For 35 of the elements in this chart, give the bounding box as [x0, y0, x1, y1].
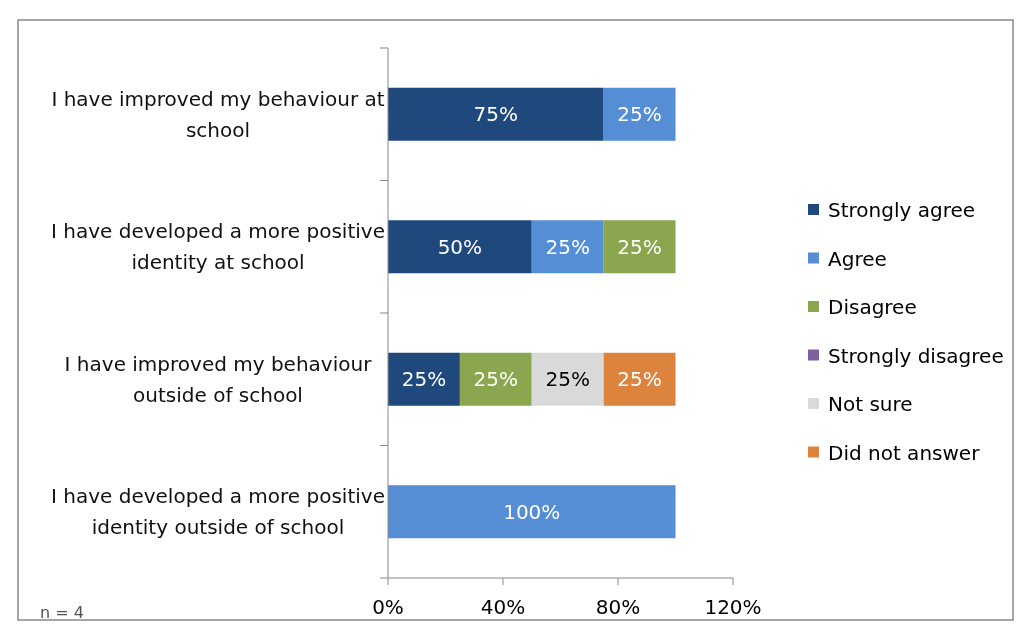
- legend-label: Did not answer: [828, 440, 981, 465]
- x-tick-label: 0%: [372, 595, 404, 619]
- data-label: 25%: [617, 102, 662, 127]
- text: n = 4: [40, 603, 84, 622]
- x-tick-label: 120%: [704, 595, 762, 619]
- legend-label: Not sure: [828, 392, 913, 416]
- data-label: 50%: [437, 234, 483, 259]
- data-label: 100%: [503, 499, 561, 524]
- bar: [388, 87, 604, 141]
- legend-label: Agree: [828, 246, 887, 271]
- y-tick-label: I have developed a more positive identity outside of school: [51, 484, 385, 540]
- data-label: 25%: [545, 367, 590, 392]
- y-tick-label: I have developed a more positive identity at school: [51, 219, 385, 275]
- data-label: 75%: [473, 102, 519, 127]
- bar: [603, 87, 676, 141]
- bar: [603, 220, 676, 274]
- data-label: 25%: [401, 367, 447, 392]
- bar: [388, 485, 676, 539]
- bar: [388, 220, 532, 274]
- data-label: 25%: [617, 234, 662, 259]
- data-label: 25%: [473, 367, 519, 392]
- bar: [531, 352, 604, 406]
- legend-label: Strongly disagree: [828, 343, 1004, 368]
- y-tick-label: I have improved my behaviour outside of school: [64, 351, 373, 407]
- data-label: 25%: [617, 367, 662, 392]
- bar: [531, 220, 604, 274]
- bar: [603, 352, 676, 406]
- data-label: 25%: [545, 234, 590, 259]
- bar: [388, 352, 460, 406]
- legend-label: Strongly agree: [828, 198, 976, 222]
- x-tick-label: 80%: [595, 595, 641, 619]
- legend-label: Disagree: [828, 295, 917, 319]
- bar: [459, 352, 532, 406]
- y-tick-label: I have improved my behaviour at school: [51, 86, 385, 142]
- x-tick-label: 40%: [480, 595, 526, 619]
